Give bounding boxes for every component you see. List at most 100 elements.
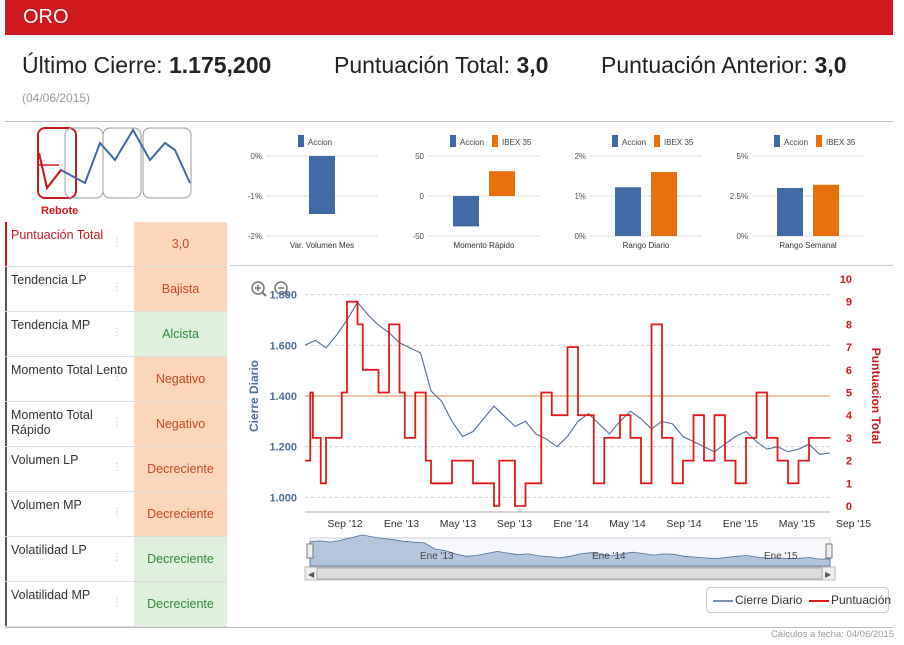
pattern-line: [38, 128, 191, 191]
pattern-box: [102, 127, 142, 199]
x-tick-label: Ene '13: [384, 518, 419, 530]
zoom-in-icon[interactable]: [251, 281, 267, 297]
last-close: Último Cierre: 1.175,200: [22, 52, 271, 79]
y2-tick-label: 10: [840, 274, 852, 286]
y-tick-label: 1.600: [269, 340, 297, 352]
indicator-label: Tendencia LP: [5, 267, 133, 311]
indicator-label: Momento Total Rápido: [5, 402, 133, 446]
mini-chart: Accion IBEX 35 2% 1% 0% Rango Diario: [574, 135, 702, 250]
x-axis-label: Var. Volumen Mes: [290, 241, 354, 250]
legend-item-price[interactable]: Cierre Diario: [735, 593, 803, 607]
divider: [5, 627, 893, 628]
y-tick-label: 1%: [574, 192, 586, 201]
indicator-label: Volumen LP: [5, 447, 133, 491]
y2-tick-label: 5: [846, 388, 852, 400]
legend-swatch: [612, 135, 618, 147]
indicator-label: Puntuación Total: [5, 222, 133, 266]
y-tick-label: 50: [415, 152, 424, 161]
previous-score: Puntuación Anterior: 3,0: [601, 52, 847, 79]
pattern-highlight: [38, 152, 62, 191]
score-series-line: [305, 300, 830, 507]
y-tick-label: 5%: [736, 152, 748, 161]
y2-tick-label: 0: [846, 501, 852, 513]
indicator-value: Decreciente: [134, 447, 227, 491]
x-tick-label: May '14: [609, 518, 646, 530]
x-tick-label: May '15: [779, 518, 816, 530]
indicator-row[interactable]: Volatilidad MP ⋮ Decreciente: [5, 582, 227, 627]
indicator-label: Volatilidad LP: [5, 537, 133, 581]
y-axis-title: Cierre Diario: [247, 360, 261, 432]
x-axis-label: Rango Diario: [623, 241, 670, 250]
legend-swatch: [774, 135, 780, 147]
indicator-row[interactable]: Momento Total Lento ⋮ Negativo: [5, 357, 227, 402]
indicator-row[interactable]: Volumen MP ⋮ Decreciente: [5, 492, 227, 537]
indicator-row[interactable]: Tendencia LP ⋮ Bajista: [5, 267, 227, 312]
scroll-left-icon[interactable]: ◀: [308, 570, 315, 579]
bar: [813, 184, 839, 236]
pattern-box-active: [37, 127, 77, 199]
y-tick-label: -50: [412, 232, 424, 241]
y-tick-label: -2%: [248, 232, 262, 241]
drag-handle-icon: ⋮: [112, 327, 122, 338]
x-tick-label: Ene '15: [723, 518, 758, 530]
x-axis-label: Momento Rápido: [454, 241, 515, 250]
y2-tick-label: 1: [846, 478, 852, 490]
indicator-row[interactable]: Tendencia MP ⋮ Alcista: [5, 312, 227, 357]
navigator-label: Ene '15: [764, 551, 798, 562]
zoom-out-icon[interactable]: [274, 281, 290, 297]
mini-chart: Accion 0% -1% -2% Var. Volumen Mes: [248, 135, 378, 250]
indicator-value: Negativo: [134, 357, 227, 401]
bar: [309, 156, 335, 214]
drag-handle-icon: ⋮: [112, 552, 122, 563]
indicator-row[interactable]: Volatilidad LP ⋮ Decreciente: [5, 537, 227, 582]
price-score-chart: 1.000 1.200 1.400 1.600 1.800 0 1 2 3 4 5 6 7 8 9 10 Cie…: [247, 274, 883, 581]
legend-swatch: [450, 135, 456, 147]
pattern-box: [64, 127, 104, 199]
navigator-label: Ene '13: [420, 551, 454, 562]
indicator-row[interactable]: Puntuación Total ⋮ 3,0: [5, 222, 227, 267]
scrollbar-thumb[interactable]: [316, 567, 823, 580]
indicator-value: 3,0: [134, 222, 227, 266]
legend-label: Accion: [784, 138, 808, 147]
previous-score-label: Puntuación Anterior:: [601, 52, 809, 78]
last-close-label: Último Cierre:: [22, 52, 163, 78]
drag-handle-icon: ⋮: [112, 462, 122, 473]
bar: [777, 188, 803, 236]
indicator-row[interactable]: Momento Total Rápido ⋮ Negativo: [5, 402, 227, 447]
y-tick-label: 0%: [250, 152, 262, 161]
y-tick-label: 0: [420, 192, 425, 201]
y-tick-label: 1.200: [269, 442, 297, 454]
x-tick-label: May '13: [440, 518, 477, 530]
x-tick-label: Ene '14: [553, 518, 588, 530]
indicator-label: Volumen MP: [5, 492, 133, 536]
scroll-right-icon[interactable]: ▶: [825, 570, 832, 579]
total-score-label: Puntuación Total:: [334, 52, 511, 78]
y-tick-label: 1.000: [269, 492, 297, 504]
indicator-row[interactable]: Volumen LP ⋮ Decreciente: [5, 447, 227, 492]
y2-tick-label: 4: [846, 410, 853, 422]
indicator-value: Negativo: [134, 402, 227, 446]
legend-item-score[interactable]: Puntuación: [831, 593, 892, 607]
price-series-line: [304, 301, 831, 455]
legend-price-swatch: [713, 600, 733, 602]
y2-axis-title: Puntuacion Total: [869, 348, 883, 444]
navigator-handle-left[interactable]: [306, 543, 314, 559]
pattern-box: [142, 127, 192, 199]
x-axis-label: Rango Semanal: [779, 241, 837, 250]
y-tick-label: 1.800: [269, 290, 297, 302]
y2-tick-label: 2: [846, 456, 852, 468]
mini-chart: Accion IBEX 35 50 0 -50 Momento Rápido: [412, 135, 540, 250]
comparison-bar-charts: Accion 0% -1% -2% Var. Volumen Mes Accion IBEX…: [248, 135, 864, 250]
legend-label: IBEX 35: [664, 138, 694, 147]
last-close-value: 1.175,200: [168, 52, 272, 78]
bar: [651, 172, 677, 236]
pattern-diagram: Rebote: [37, 127, 192, 217]
title-bar: ORO: [5, 0, 893, 35]
navigator-handle-right[interactable]: [825, 543, 833, 559]
indicator-value: Decreciente: [134, 582, 227, 626]
indicator-value: Alcista: [134, 312, 227, 356]
y2-tick-label: 9: [846, 297, 852, 309]
drag-handle-icon: ⋮: [112, 417, 122, 428]
indicator-label: Volatilidad MP: [5, 582, 133, 626]
x-tick-label: Sep '13: [497, 518, 532, 530]
